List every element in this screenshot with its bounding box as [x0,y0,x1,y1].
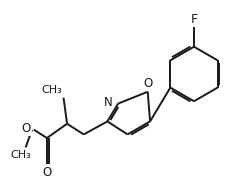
Text: F: F [190,13,197,26]
Text: O: O [42,166,52,179]
Text: O: O [143,77,152,90]
Text: CH₃: CH₃ [10,150,31,160]
Text: O: O [22,122,31,135]
Text: CH₃: CH₃ [42,85,62,95]
Text: N: N [104,96,113,109]
